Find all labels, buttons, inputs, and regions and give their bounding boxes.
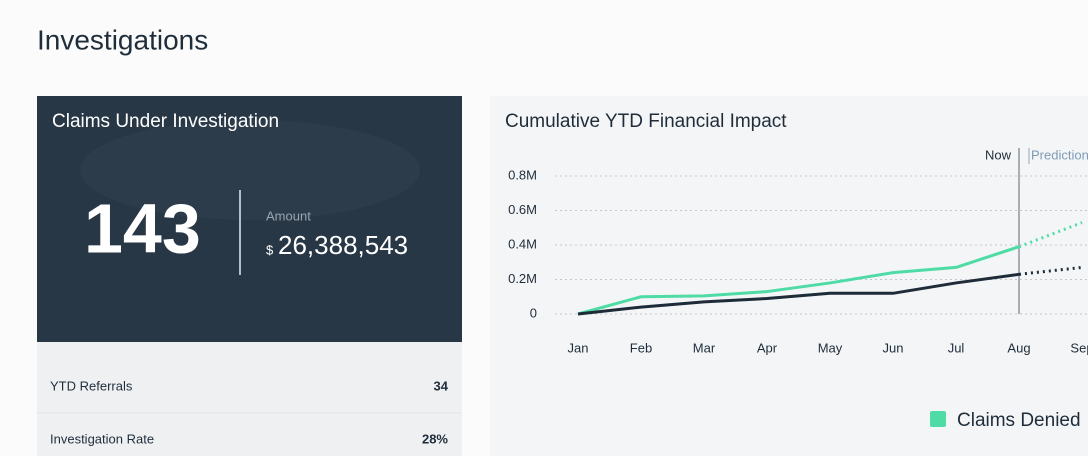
x-tick-label: Feb — [630, 340, 652, 355]
x-tick-label: Apr — [757, 340, 778, 355]
stat-label: Investigation Rate — [50, 431, 154, 446]
chart-panel — [490, 96, 1088, 456]
page-title: Investigations — [37, 24, 208, 55]
x-tick-label: Aug — [1007, 340, 1030, 355]
now-label: Now — [985, 147, 1012, 162]
y-tick-label: 0 — [530, 305, 537, 320]
legend-label: Claims Denied — [957, 410, 1081, 431]
stat-label: YTD Referrals — [50, 378, 133, 393]
legend-swatch — [930, 411, 946, 427]
stat-value: 34 — [434, 378, 449, 393]
y-tick-label: 0.2M — [508, 271, 537, 286]
series-line — [577, 272, 1020, 316]
card-image — [80, 120, 420, 220]
prediction-label: Prediction — [1031, 147, 1088, 162]
series-line — [1018, 265, 1083, 276]
chart-title: Cumulative YTD Financial Impact — [505, 111, 787, 132]
y-tick-label: 0.8M — [508, 167, 537, 182]
x-tick-label: Jun — [883, 340, 904, 355]
x-tick-label: Jan — [568, 340, 589, 355]
series-line — [577, 245, 1020, 316]
stat-value: 28% — [422, 431, 448, 446]
amount-label: Amount — [266, 208, 311, 223]
x-tick-label: May — [818, 340, 843, 355]
x-tick-label: Mar — [693, 340, 716, 355]
y-tick-label: 0.6M — [508, 202, 537, 217]
y-tick-label: 0.4M — [508, 236, 537, 251]
card-title: Claims Under Investigation — [52, 111, 279, 132]
amount: 26,388,543 — [278, 230, 408, 260]
stats-panel — [37, 342, 462, 456]
x-tick-label: Sep — [1070, 340, 1088, 355]
x-tick-label: Jul — [948, 340, 965, 355]
currency: $ — [266, 242, 274, 257]
claim-count: 143 — [84, 189, 201, 267]
